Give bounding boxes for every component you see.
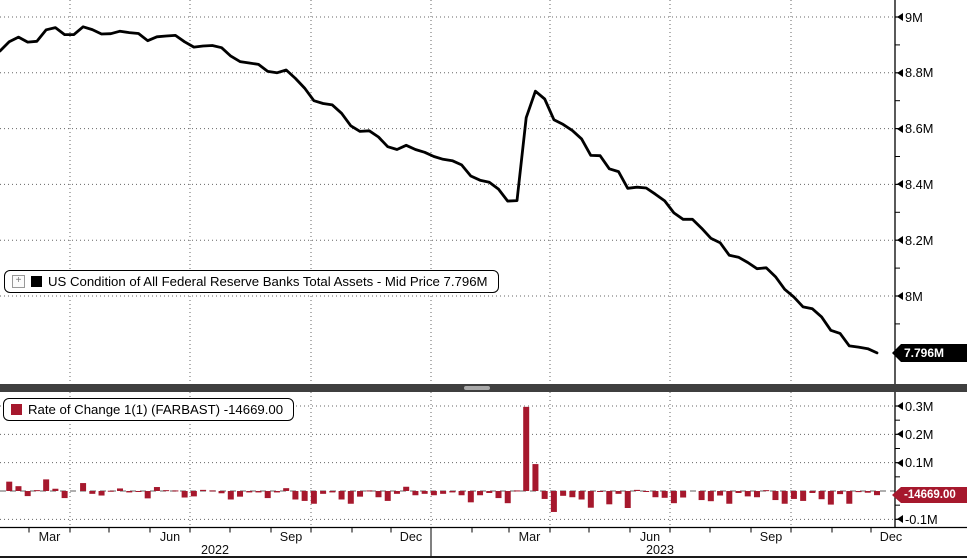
legend-total-assets-label: US Condition of All Federal Reserve Bank… (48, 274, 488, 289)
y-tick-label-bottom: 0.2M (897, 427, 933, 442)
x-month-label: Sep (279, 530, 303, 544)
y-tick-label-top: 8.2M (897, 233, 933, 248)
x-month-label: Dec (879, 530, 903, 544)
y-tick-label-top: 8.8M (897, 65, 933, 80)
roc-bars (6, 406, 880, 512)
y-tick-label-top: 8.4M (897, 177, 933, 192)
x-year-label: 2022 (200, 543, 230, 557)
series-swatch-total-assets (31, 276, 42, 287)
x-month-label: Jun (159, 530, 181, 544)
x-month-label: Jun (639, 530, 661, 544)
series-swatch-rate-of-change (11, 404, 22, 415)
gridlines (0, 0, 895, 528)
separator-grip-icon[interactable] (464, 386, 490, 390)
y-tick-label-bottom: 0.1M (897, 455, 933, 470)
window-bottom-edge (0, 556, 967, 558)
x-month-label: Mar (38, 530, 61, 544)
y-tick-label-bottom: 0.3M (897, 399, 933, 414)
last-price-badge: 7.796M (892, 344, 967, 362)
panel-separator[interactable] (0, 384, 967, 392)
y-tick-label-top: 8.6M (897, 121, 933, 136)
expand-plus-icon[interactable] (12, 275, 25, 288)
last-change-badge: -14669.00 (892, 487, 967, 503)
x-month-label: Mar (518, 530, 541, 544)
price-line (0, 25, 879, 355)
x-year-label: 2023 (645, 543, 675, 557)
legend-total-assets[interactable]: US Condition of All Federal Reserve Bank… (4, 270, 499, 293)
x-month-label: Dec (399, 530, 423, 544)
legend-rate-of-change-label: Rate of Change 1(1) (FARBAST) -14669.00 (28, 402, 284, 417)
y-tick-label-bottom: -0.1M (897, 512, 938, 527)
y-tick-label-top: 8M (897, 289, 923, 304)
x-month-label: Sep (759, 530, 783, 544)
y-tick-label-top: 9M (897, 10, 923, 25)
legend-rate-of-change[interactable]: Rate of Change 1(1) (FARBAST) -14669.00 (3, 398, 295, 421)
